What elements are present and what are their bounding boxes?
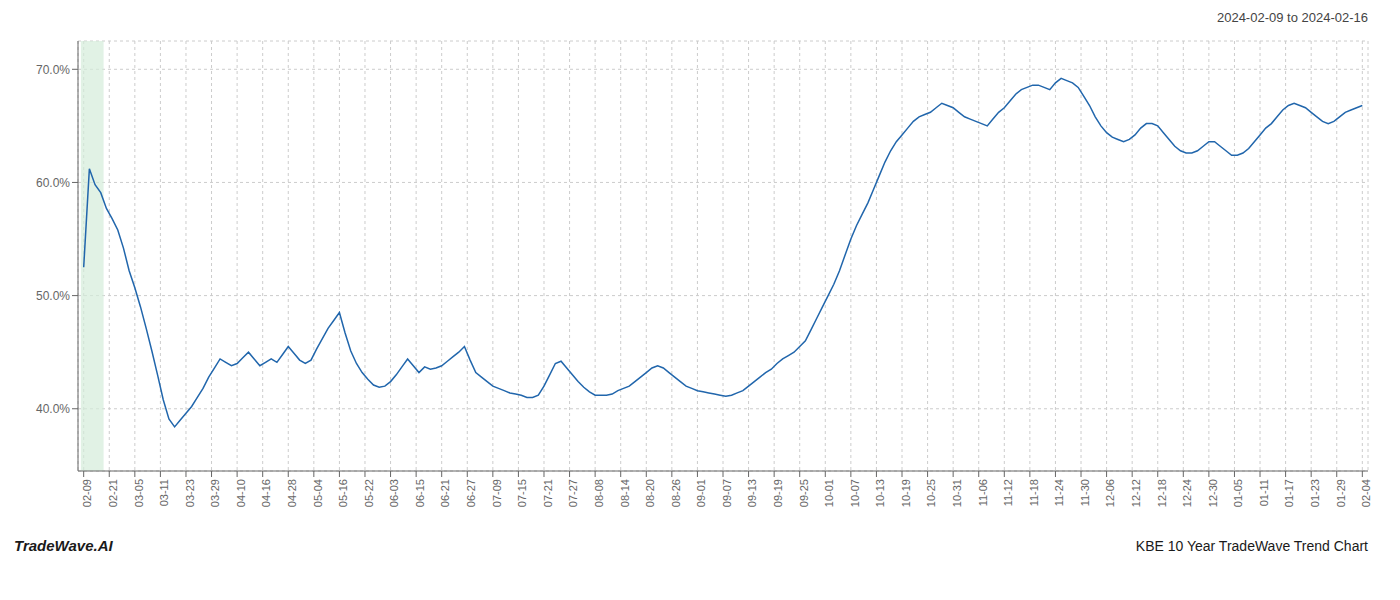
svg-text:04-16: 04-16 [261,479,273,507]
svg-text:09-13: 09-13 [746,479,758,507]
svg-text:50.0%: 50.0% [36,289,70,303]
svg-text:02-21: 02-21 [107,479,119,507]
svg-text:08-08: 08-08 [593,479,605,507]
svg-text:04-28: 04-28 [286,479,298,507]
svg-text:05-04: 05-04 [312,479,324,507]
svg-text:01-29: 01-29 [1335,479,1347,507]
svg-text:08-14: 08-14 [619,479,631,507]
svg-text:09-07: 09-07 [721,479,733,507]
html-text:TradeWave.AI: TradeWave.AI [14,537,113,554]
svg-text:10-31: 10-31 [951,479,963,507]
svg-text:12-30: 12-30 [1207,479,1219,507]
svg-text:01-17: 01-17 [1283,479,1295,507]
svg-text:09-25: 09-25 [798,479,810,507]
svg-text:40.0%: 40.0% [36,402,70,416]
svg-text:05-16: 05-16 [337,479,349,507]
svg-text:07-09: 07-09 [491,479,503,507]
svg-text:01-05: 01-05 [1232,479,1244,507]
svg-text:06-27: 06-27 [465,479,477,507]
svg-text:06-03: 06-03 [388,479,400,507]
svg-text:06-15: 06-15 [414,479,426,507]
svg-text:03-23: 03-23 [184,479,196,507]
html-text:2024-02-09 to 2024-02-16: 2024-02-09 to 2024-02-16 [1216,10,1368,25]
svg-text:08-26: 08-26 [670,479,682,507]
svg-text:02-04: 02-04 [1360,479,1372,507]
svg-text:05-22: 05-22 [363,479,375,507]
svg-text:01-11: 01-11 [1258,479,1270,506]
svg-text:11-12: 11-12 [1002,479,1014,506]
svg-text:06-21: 06-21 [440,479,452,507]
svg-text:12-24: 12-24 [1181,479,1193,507]
svg-text:10-19: 10-19 [900,479,912,507]
svg-text:07-15: 07-15 [516,479,528,507]
svg-text:70.0%: 70.0% [36,63,70,77]
svg-text:12-12: 12-12 [1130,479,1142,507]
svg-text:07-27: 07-27 [567,479,579,507]
svg-text:02-09: 02-09 [81,479,93,507]
svg-text:11-18: 11-18 [1028,479,1040,506]
svg-text:09-01: 09-01 [695,479,707,507]
svg-text:10-25: 10-25 [925,479,937,507]
svg-text:04-10: 04-10 [235,479,247,507]
svg-text:01-23: 01-23 [1309,479,1321,507]
svg-text:60.0%: 60.0% [36,176,70,190]
svg-text:03-29: 03-29 [209,479,221,507]
html-text:KBE 10 Year TradeWave Trend Ch: KBE 10 Year TradeWave Trend Chart [1135,538,1368,554]
svg-text:08-20: 08-20 [644,479,656,507]
svg-text:10-01: 10-01 [823,479,835,507]
svg-text:12-06: 12-06 [1104,479,1116,507]
svg-text:07-21: 07-21 [542,479,554,507]
svg-text:11-06: 11-06 [977,479,989,506]
svg-text:03-05: 03-05 [133,479,145,507]
svg-text:10-13: 10-13 [874,479,886,507]
svg-text:10-07: 10-07 [849,479,861,507]
svg-text:09-19: 09-19 [772,479,784,507]
svg-text:12-18: 12-18 [1156,479,1168,507]
svg-text:11-24: 11-24 [1053,479,1065,506]
svg-text:03-11: 03-11 [158,479,170,506]
svg-text:11-30: 11-30 [1079,479,1091,506]
